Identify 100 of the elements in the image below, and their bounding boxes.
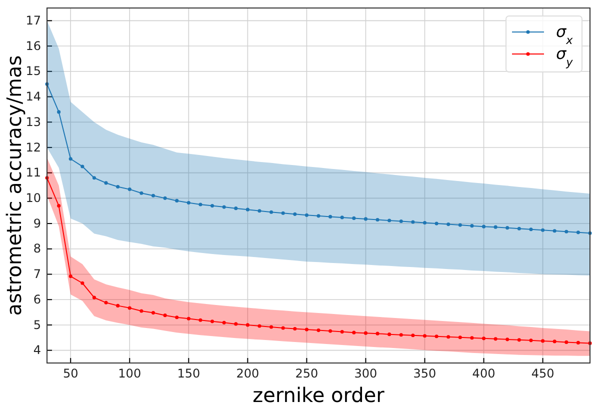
point — [80, 164, 84, 168]
y-tick-label: 7 — [33, 267, 41, 282]
point — [411, 220, 415, 224]
point — [68, 274, 72, 278]
point — [198, 318, 202, 322]
point — [388, 218, 392, 222]
point — [222, 205, 226, 209]
point — [151, 194, 156, 198]
point — [564, 230, 568, 234]
point — [163, 196, 167, 200]
point — [163, 314, 167, 318]
point — [57, 110, 61, 114]
y-tick-label: 5 — [33, 318, 41, 332]
y-tick-label: 14 — [26, 90, 41, 104]
point — [116, 184, 120, 189]
y-tick-label: 9 — [33, 216, 41, 230]
x-tick-label: 300 — [354, 366, 378, 381]
point — [352, 216, 356, 220]
point — [399, 219, 403, 224]
x-tick-label: 200 — [236, 366, 260, 381]
y-tick-label: 13 — [26, 114, 41, 129]
point — [482, 224, 486, 228]
point — [411, 334, 415, 338]
x-axis-title: zernike order — [252, 383, 386, 407]
point — [116, 304, 120, 308]
x-tick-label: 100 — [118, 366, 142, 381]
point — [552, 340, 556, 344]
point — [529, 228, 533, 232]
point — [104, 300, 108, 304]
point — [446, 222, 450, 226]
point — [434, 334, 438, 338]
point — [364, 331, 368, 335]
point — [576, 230, 580, 234]
point — [92, 296, 96, 300]
point — [494, 225, 498, 229]
y-tick-label: 16 — [26, 38, 41, 53]
point — [446, 335, 450, 339]
point — [364, 217, 368, 221]
point — [316, 328, 320, 332]
y-tick-label: 12 — [26, 140, 41, 154]
point — [494, 337, 498, 341]
y-axis-title: astrometric accuracy/mas — [2, 55, 26, 316]
point — [458, 336, 462, 340]
y-tick-label: 8 — [33, 242, 41, 256]
point — [258, 209, 262, 213]
point — [328, 329, 332, 333]
point — [340, 216, 344, 220]
y-tick-label: 10 — [26, 191, 41, 206]
point — [541, 339, 545, 343]
point — [198, 202, 202, 206]
point — [376, 332, 380, 336]
point — [128, 188, 132, 192]
point — [175, 316, 179, 320]
point — [352, 330, 356, 334]
y-tick-label: 15 — [26, 64, 41, 78]
point — [458, 223, 462, 227]
point — [175, 198, 179, 202]
point — [399, 333, 403, 337]
point — [270, 210, 274, 214]
point — [104, 181, 108, 185]
point — [552, 229, 556, 233]
y-tick-label: 6 — [33, 292, 41, 306]
x-tick-label: 450 — [531, 366, 554, 381]
point — [186, 316, 190, 320]
point — [470, 224, 474, 228]
point — [529, 338, 533, 342]
point — [517, 226, 521, 230]
y-tick-label: 17 — [26, 14, 41, 28]
point — [234, 322, 238, 326]
point — [270, 325, 274, 329]
point — [210, 320, 214, 324]
point — [186, 200, 190, 205]
point — [222, 320, 226, 324]
point — [151, 311, 156, 315]
point — [506, 226, 510, 230]
point — [506, 338, 510, 342]
y-tick-label: 11 — [26, 166, 41, 180]
x-tick-label: 400 — [472, 366, 496, 381]
point — [246, 208, 250, 212]
point — [316, 214, 320, 218]
x-tick-label: 250 — [295, 366, 318, 381]
point — [92, 176, 96, 180]
point — [293, 212, 297, 216]
point — [434, 222, 438, 226]
point — [422, 334, 427, 338]
point — [304, 328, 308, 332]
point — [281, 326, 285, 330]
x-tick-label: 50 — [62, 366, 78, 381]
point — [564, 340, 568, 344]
point — [388, 332, 392, 336]
point — [293, 326, 297, 331]
y-tick-label: 4 — [33, 343, 41, 358]
point — [482, 336, 486, 340]
point — [234, 206, 238, 210]
point — [541, 228, 545, 232]
point — [328, 214, 332, 218]
point — [470, 336, 474, 340]
point — [80, 281, 84, 285]
legend-label: σ$_{y}$ — [556, 44, 574, 68]
point — [376, 218, 380, 222]
